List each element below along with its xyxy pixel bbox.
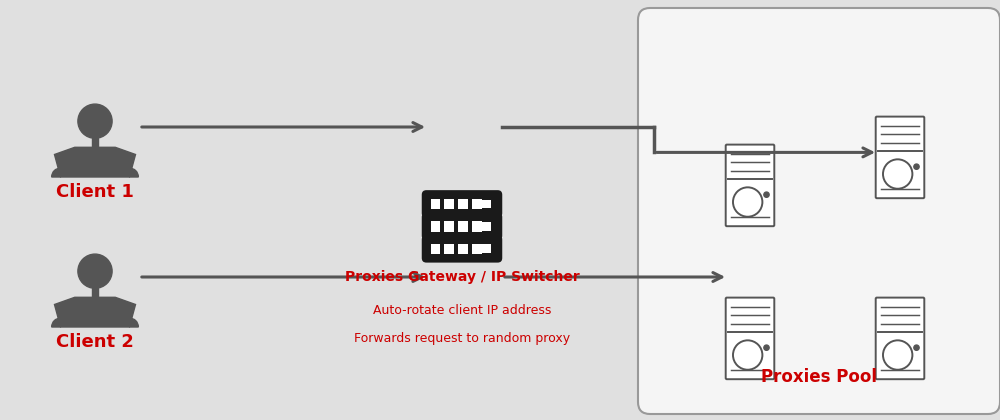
Text: Client 1: Client 1 [56, 183, 134, 201]
Wedge shape [52, 318, 61, 327]
Wedge shape [129, 318, 138, 327]
Circle shape [764, 192, 769, 197]
FancyBboxPatch shape [472, 221, 482, 231]
Circle shape [883, 340, 912, 370]
FancyBboxPatch shape [431, 221, 440, 231]
FancyBboxPatch shape [422, 190, 502, 218]
FancyBboxPatch shape [726, 144, 774, 226]
Circle shape [733, 187, 762, 217]
FancyBboxPatch shape [431, 199, 440, 209]
FancyBboxPatch shape [458, 244, 468, 254]
FancyBboxPatch shape [458, 199, 468, 209]
Text: Forwards request to random proxy: Forwards request to random proxy [354, 332, 570, 345]
Text: Auto-rotate client IP address: Auto-rotate client IP address [373, 304, 551, 317]
FancyBboxPatch shape [482, 200, 491, 208]
FancyBboxPatch shape [422, 213, 502, 240]
Circle shape [78, 254, 112, 288]
FancyBboxPatch shape [472, 199, 482, 209]
FancyBboxPatch shape [638, 8, 1000, 414]
FancyBboxPatch shape [482, 244, 491, 253]
Circle shape [78, 104, 112, 138]
Circle shape [883, 159, 912, 189]
FancyBboxPatch shape [422, 235, 502, 262]
Wedge shape [52, 168, 61, 177]
Circle shape [733, 340, 762, 370]
Polygon shape [54, 147, 136, 177]
FancyBboxPatch shape [876, 117, 924, 198]
FancyBboxPatch shape [92, 138, 98, 147]
Wedge shape [129, 168, 138, 177]
Text: Client 2: Client 2 [56, 333, 134, 351]
FancyBboxPatch shape [482, 222, 491, 231]
Polygon shape [54, 297, 136, 327]
FancyBboxPatch shape [876, 298, 924, 379]
FancyBboxPatch shape [726, 298, 774, 379]
Circle shape [914, 164, 919, 169]
FancyBboxPatch shape [92, 288, 98, 297]
FancyBboxPatch shape [444, 221, 454, 231]
FancyBboxPatch shape [472, 244, 482, 254]
FancyBboxPatch shape [431, 244, 440, 254]
FancyBboxPatch shape [458, 221, 468, 231]
Text: Proxies Gateway / IP Switcher: Proxies Gateway / IP Switcher [345, 270, 579, 284]
Circle shape [914, 345, 919, 350]
FancyBboxPatch shape [444, 199, 454, 209]
Text: Proxies Pool: Proxies Pool [761, 368, 877, 386]
FancyBboxPatch shape [444, 244, 454, 254]
Circle shape [764, 345, 769, 350]
